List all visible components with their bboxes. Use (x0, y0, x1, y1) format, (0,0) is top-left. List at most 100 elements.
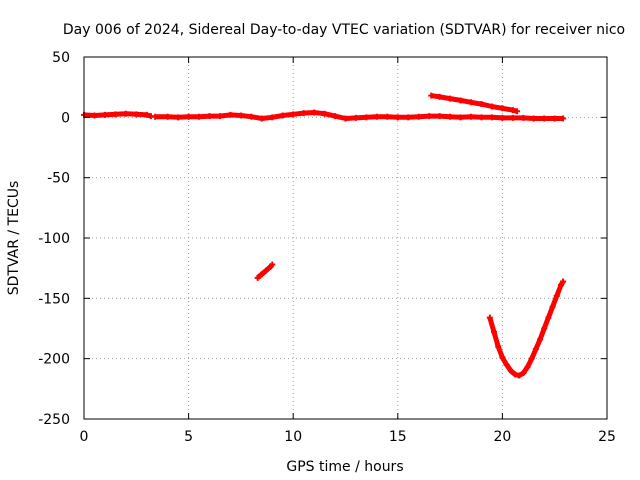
data-point (478, 101, 485, 108)
data-point (514, 108, 521, 115)
data-point (258, 115, 265, 122)
data-point (516, 372, 523, 379)
series-group (81, 92, 567, 379)
data-point (269, 114, 276, 121)
data-point (227, 111, 234, 118)
data-point (133, 111, 140, 118)
data-point (405, 114, 412, 121)
data-point (373, 113, 380, 120)
data-point (541, 325, 548, 332)
data-point (122, 110, 129, 117)
data-point (321, 110, 328, 117)
data-point (394, 114, 401, 121)
data-point (152, 113, 159, 120)
data-point (551, 115, 558, 122)
x-axis-label: GPS time / hours (286, 459, 403, 475)
chart-title: Day 006 of 2024, Sidereal Day-to-day VTE… (63, 22, 625, 38)
data-point (549, 303, 556, 310)
data-point (553, 292, 560, 299)
data-point (363, 114, 370, 121)
data-point (520, 114, 527, 121)
data-point (528, 355, 535, 362)
data-point (206, 113, 213, 120)
data-point (311, 109, 318, 116)
data-point (447, 113, 454, 120)
data-point (185, 113, 192, 120)
data-point (258, 271, 265, 278)
y-tick-label: -50 (47, 171, 70, 187)
data-point (468, 113, 475, 120)
data-point (457, 114, 464, 121)
data-point (196, 113, 203, 120)
data-point (352, 114, 359, 121)
data-point (457, 97, 464, 104)
data-point (415, 113, 422, 120)
data-point (503, 361, 510, 368)
y-axis-label: SDTVAR / TECUs (6, 181, 22, 296)
data-point (164, 113, 171, 120)
x-tick-label: 25 (598, 429, 616, 445)
data-point (478, 114, 485, 121)
y-tick-label: -200 (38, 352, 70, 368)
data-point (486, 314, 493, 321)
data-point (447, 95, 454, 102)
data-point (560, 278, 567, 285)
data-point (532, 346, 539, 353)
data-point (524, 364, 531, 371)
axis-ticks: 0 5 10 15 20 25 50 0 -50 -100 -150 -200 -250 (38, 50, 616, 445)
y-tick-label: -150 (38, 291, 70, 307)
y-tick-label: -100 (38, 231, 70, 247)
data-point (495, 343, 502, 350)
data-point (269, 261, 276, 268)
data-point (488, 103, 495, 110)
data-point (507, 367, 514, 374)
data-point (436, 113, 443, 120)
data-point (112, 111, 119, 118)
data-point (300, 110, 307, 117)
data-point (342, 115, 349, 122)
series-line-4 (487, 280, 566, 379)
data-point (237, 112, 244, 119)
data-point (511, 371, 518, 378)
data-point (509, 107, 516, 114)
data-point (332, 113, 339, 120)
data-point (560, 115, 567, 122)
x-tick-label: 15 (389, 429, 407, 445)
data-point (488, 114, 495, 121)
data-point (499, 354, 506, 361)
data-point (428, 92, 435, 99)
data-point (290, 111, 297, 118)
data-point (520, 370, 527, 377)
data-point (279, 112, 286, 119)
data-point (499, 114, 506, 121)
data-point (263, 267, 270, 274)
x-tick-label: 20 (493, 429, 511, 445)
y-tick-label: -250 (38, 412, 70, 428)
data-point (541, 115, 548, 122)
x-tick-label: 10 (284, 429, 302, 445)
data-point (530, 115, 537, 122)
data-point (91, 112, 98, 119)
data-point (436, 93, 443, 100)
data-point (537, 336, 544, 343)
data-point (557, 282, 564, 289)
x-tick-label: 0 (80, 429, 89, 445)
data-point (509, 114, 516, 121)
data-point (248, 113, 255, 120)
data-point (254, 274, 261, 281)
data-point (175, 114, 182, 121)
data-point (491, 329, 498, 336)
data-point (426, 113, 433, 120)
series-line-2 (430, 93, 518, 114)
data-point (216, 113, 223, 120)
data-point (468, 99, 475, 106)
data-point (143, 111, 150, 118)
series-line-1 (155, 110, 564, 121)
data-point (499, 105, 506, 112)
data-point (101, 111, 108, 118)
y-tick-label: 50 (52, 50, 70, 66)
data-point (384, 113, 391, 120)
y-tick-label: 0 (61, 110, 70, 126)
data-point (545, 314, 552, 321)
